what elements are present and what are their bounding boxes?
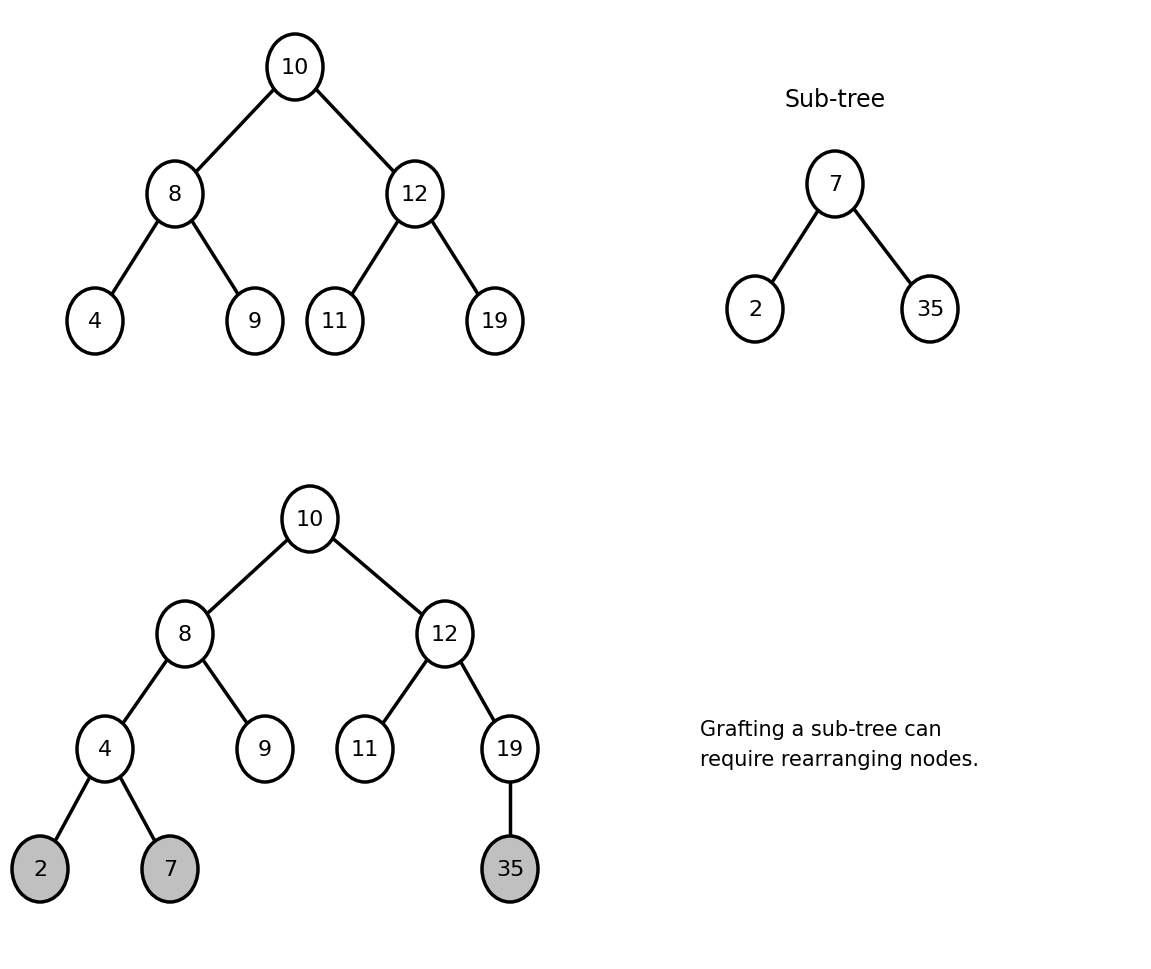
Ellipse shape	[282, 486, 338, 552]
Ellipse shape	[387, 162, 443, 228]
Text: 8: 8	[168, 185, 182, 204]
Ellipse shape	[482, 836, 538, 902]
Ellipse shape	[807, 152, 863, 218]
Text: 35: 35	[916, 299, 944, 320]
Text: 9: 9	[247, 312, 262, 331]
Ellipse shape	[147, 162, 203, 228]
Ellipse shape	[337, 716, 392, 782]
Ellipse shape	[482, 716, 538, 782]
Ellipse shape	[142, 836, 198, 902]
Text: Sub-tree: Sub-tree	[785, 88, 885, 111]
Text: Grafting a sub-tree can
require rearranging nodes.: Grafting a sub-tree can require rearrang…	[700, 719, 980, 768]
Text: 7: 7	[828, 174, 843, 195]
Text: 2: 2	[748, 299, 762, 320]
Text: 12: 12	[430, 624, 459, 644]
Ellipse shape	[227, 289, 283, 355]
Ellipse shape	[467, 289, 523, 355]
Ellipse shape	[307, 289, 363, 355]
Text: 2: 2	[33, 860, 47, 879]
Text: 4: 4	[87, 312, 102, 331]
Text: 10: 10	[296, 510, 325, 529]
Text: 7: 7	[163, 860, 177, 879]
Ellipse shape	[902, 277, 958, 343]
Text: 10: 10	[281, 58, 310, 78]
Ellipse shape	[267, 35, 323, 101]
Text: 8: 8	[178, 624, 192, 644]
Text: 11: 11	[321, 312, 349, 331]
Text: 19: 19	[481, 312, 509, 331]
Ellipse shape	[12, 836, 68, 902]
Text: 19: 19	[496, 739, 524, 760]
Ellipse shape	[157, 602, 213, 668]
Text: 35: 35	[496, 860, 524, 879]
Ellipse shape	[77, 716, 134, 782]
Text: 9: 9	[258, 739, 272, 760]
Text: 11: 11	[351, 739, 379, 760]
Ellipse shape	[417, 602, 473, 668]
Ellipse shape	[237, 716, 294, 782]
Ellipse shape	[727, 277, 783, 343]
Text: 4: 4	[98, 739, 112, 760]
Ellipse shape	[67, 289, 123, 355]
Text: 12: 12	[401, 185, 429, 204]
